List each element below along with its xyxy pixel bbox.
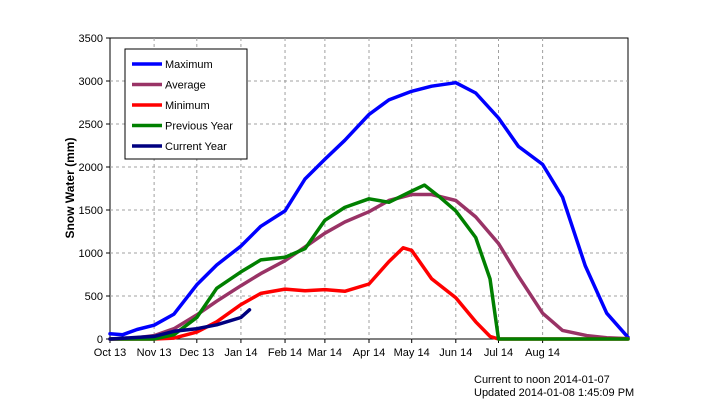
- x-tick-label: Jun 14: [439, 347, 472, 359]
- legend-label-minimum: Minimum: [165, 100, 210, 112]
- x-tick-label: Nov 13: [137, 347, 172, 359]
- x-tick-label: Aug 14: [525, 347, 560, 359]
- y-tick-label: 0: [97, 334, 103, 346]
- x-tick-label: May 14: [394, 347, 430, 359]
- x-tick-label: Dec 13: [179, 347, 214, 359]
- series-line-maximum: [108, 80, 630, 340]
- x-tick-label: Mar 14: [308, 347, 342, 359]
- current-date-note: Current to noon 2014-01-07: [474, 374, 610, 386]
- y-tick-label: 1000: [79, 248, 103, 260]
- x-tick-label: Jan 14: [224, 347, 257, 359]
- x-tick-label: Oct 13: [94, 347, 126, 359]
- legend-label-current-year: Current Year: [165, 141, 227, 153]
- series-lines: [108, 80, 630, 341]
- x-tick-label: Feb 14: [268, 347, 302, 359]
- y-axis-title: Snow Water (mm): [63, 138, 77, 239]
- y-axis-ticks: 0 500 1000 1500 2000 2500 3000 3500: [79, 33, 110, 346]
- y-tick-label: 3000: [79, 76, 103, 88]
- x-tick-label: Jul 14: [484, 347, 513, 359]
- gridlines: [110, 38, 628, 339]
- y-tick-label: 1500: [79, 205, 103, 217]
- legend-label-average: Average: [165, 80, 206, 92]
- y-tick-label: 3500: [79, 33, 103, 45]
- legend: Maximum Average Minimum Previous Year Curren…: [124, 48, 248, 160]
- x-tick-label: Apr 14: [353, 347, 385, 359]
- legend-label-previous-year: Previous Year: [165, 121, 233, 133]
- x-axis-ticks: Oct 13 Nov 13 Dec 13 Jan 14 Feb 14 Mar 14 Apr …: [94, 339, 560, 359]
- series-line-current-year: [108, 308, 252, 341]
- legend-label-maximum: Maximum: [165, 59, 213, 71]
- series-line-previous-year: [108, 183, 630, 341]
- y-tick-label: 2500: [79, 119, 103, 131]
- updated-timestamp: Updated 2014-01-08 1:45:09 PM: [474, 387, 635, 399]
- y-tick-label: 2000: [79, 162, 103, 174]
- y-tick-label: 500: [85, 291, 103, 303]
